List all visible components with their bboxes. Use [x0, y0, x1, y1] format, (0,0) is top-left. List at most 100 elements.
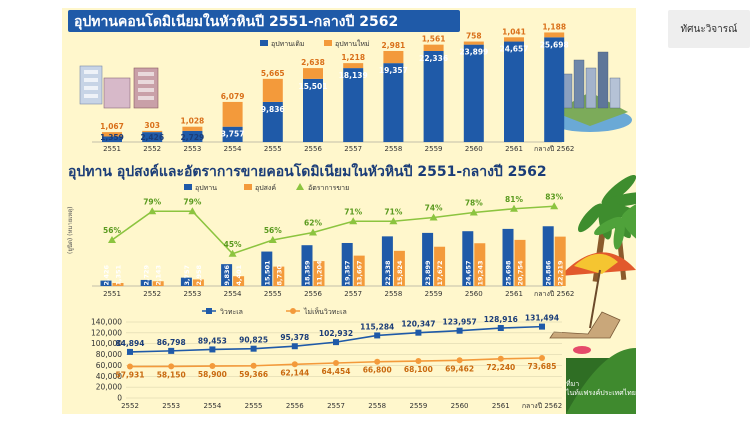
tick-label: 2552 — [143, 290, 161, 298]
title-banner-1 — [68, 10, 460, 32]
y-tick-label: 120,000 — [91, 328, 122, 337]
data-label-demand: 2,958 — [195, 264, 203, 285]
bar-old-supply — [383, 63, 404, 142]
sell-rate-point — [148, 207, 157, 215]
tick-label: 2561 — [505, 290, 523, 298]
sell-rate-label: 45% — [224, 240, 242, 249]
tick-label: 2560 — [451, 402, 469, 410]
data-label-new: 1,067 — [100, 122, 124, 131]
no-sea-view-point — [374, 358, 381, 365]
data-label-old: 23,899 — [459, 48, 488, 57]
photo-credit: ที่มา ไนท์แฟรงค์ประเทศไทย — [566, 380, 636, 398]
y-tick-label: 80,000 — [96, 350, 122, 359]
bar-new-supply — [463, 41, 484, 45]
bar-demand — [393, 250, 405, 286]
no-sea-view-point — [456, 357, 463, 364]
tick-label: 2557 — [344, 290, 362, 298]
palm-leaf-icon — [594, 216, 623, 236]
bar-old-supply — [142, 132, 163, 142]
tick-label: 2552 — [143, 145, 161, 153]
tick-label: 2552 — [121, 402, 139, 410]
tick-label: 2554 — [224, 145, 242, 153]
sell-rate-label: 62% — [304, 219, 322, 228]
palm-leaf-icon — [621, 217, 636, 244]
sea-view-point — [456, 327, 463, 334]
legend-label-2: อุปสงค์ — [255, 184, 276, 192]
data-label-old: 25,698 — [540, 40, 569, 49]
window-icon — [138, 80, 154, 84]
umbrella-pole-icon — [589, 269, 601, 329]
sea-view-label: 128,916 — [484, 315, 518, 324]
data-label-supply: 22,338 — [384, 260, 392, 286]
bar-old-supply — [182, 130, 203, 142]
infographic-canvas: อุปทานคอนโดมิเนียมในหัวหินปี 2551-กลางปี… — [67, 10, 636, 414]
legend-swatch-1 — [206, 308, 212, 314]
legend-swatch-3 — [296, 183, 304, 190]
bar-supply — [221, 264, 233, 286]
data-label-demand: 11,204 — [316, 260, 324, 286]
tick-label: 2551 — [103, 290, 121, 298]
sell-rate-point — [108, 236, 116, 243]
data-label-old: 18,139 — [339, 71, 368, 80]
bar-new-supply — [343, 63, 364, 69]
data-label-demand: 20,754 — [517, 260, 525, 286]
sea-view-point — [209, 346, 216, 353]
sea-view-point — [168, 347, 175, 354]
bar-demand — [152, 281, 164, 286]
legend-swatch-2 — [244, 184, 252, 190]
tick-label: 2554 — [203, 402, 221, 410]
bar-old-supply — [303, 78, 323, 142]
data-label-new: 1,188 — [542, 22, 566, 31]
no-sea-view-label: 73,685 — [528, 362, 557, 371]
bar-demand — [112, 282, 124, 286]
sell-rate-point — [389, 217, 398, 225]
tick-label: 2561 — [505, 145, 523, 153]
data-label-demand: 19,243 — [476, 260, 484, 285]
sea-view-label: 89,453 — [198, 336, 227, 345]
legend-label-1: อุปทานเดิม — [271, 40, 305, 48]
bar-supply — [180, 277, 192, 286]
data-label-old: 15,501 — [299, 82, 328, 91]
sell-rate-label: 56% — [103, 226, 121, 235]
tick-label: กลางปี 2562 — [534, 145, 574, 153]
tick-label: 2559 — [425, 290, 443, 298]
bar-supply — [100, 280, 112, 286]
no-sea-view-point — [333, 360, 339, 367]
bar-demand — [434, 246, 446, 286]
data-label-old: 19,357 — [379, 66, 408, 75]
no-sea-view-point — [209, 363, 216, 370]
data-label-supply: 25,698 — [505, 260, 513, 286]
sell-rate-point — [188, 207, 197, 215]
tick-label: 2553 — [162, 402, 180, 410]
bar-new-supply — [182, 126, 203, 131]
sell-rate-point — [469, 208, 478, 216]
data-label-supply: 2,426 — [103, 264, 111, 285]
window-icon — [138, 72, 154, 76]
sell-rate-line — [111, 205, 555, 255]
tick-label: 2555 — [245, 402, 263, 410]
bar-demand — [353, 255, 365, 286]
tick-label: 2558 — [384, 290, 402, 298]
tick-label: 2554 — [224, 290, 242, 298]
data-label-supply: 26,886 — [545, 260, 553, 286]
y-tick-label: 20,000 — [96, 383, 122, 392]
infographic: อุปทานคอนโดมิเนียมในหัวหินปี 2551-กลางปี… — [62, 8, 636, 414]
data-label-new: 5,665 — [261, 69, 285, 78]
sea-view-point — [250, 345, 257, 352]
bar-old-supply — [222, 126, 243, 142]
side-tag[interactable]: ทัศนะวิจารณ์ — [668, 10, 750, 48]
sea-view-label: 86,798 — [157, 338, 186, 347]
tick-label: 2559 — [425, 145, 443, 153]
no-sea-view-label: 72,240 — [486, 363, 515, 372]
tick-label: 2557 — [344, 145, 362, 153]
sandal-icon — [573, 346, 591, 354]
no-sea-view-point — [250, 362, 257, 369]
data-label-old: 9,836 — [261, 105, 285, 114]
window-icon — [84, 86, 98, 90]
data-label-new: 2,638 — [301, 58, 325, 67]
no-sea-view-label: 58,900 — [198, 370, 227, 379]
data-label-supply: 3,757 — [183, 265, 191, 286]
legend-swatch-1 — [184, 184, 192, 190]
tick-label: 2556 — [304, 290, 322, 298]
sell-rate-point — [349, 217, 358, 225]
